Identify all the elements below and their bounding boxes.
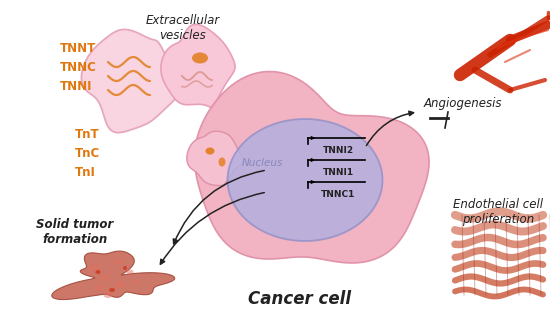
Text: Extracellular
vesicles: Extracellular vesicles — [146, 14, 220, 42]
Text: Solid tumor
formation: Solid tumor formation — [36, 218, 114, 246]
Ellipse shape — [114, 259, 122, 265]
Ellipse shape — [96, 285, 104, 291]
Polygon shape — [81, 30, 179, 133]
Ellipse shape — [96, 270, 101, 274]
Ellipse shape — [126, 269, 134, 274]
Ellipse shape — [228, 119, 382, 241]
Text: TNNI1: TNNI1 — [322, 168, 354, 177]
Polygon shape — [187, 131, 243, 186]
Ellipse shape — [132, 280, 138, 285]
Ellipse shape — [192, 52, 208, 64]
Text: Endothelial cell
proliferation: Endothelial cell proliferation — [453, 198, 543, 226]
Ellipse shape — [90, 265, 100, 272]
Ellipse shape — [101, 274, 109, 281]
Polygon shape — [195, 72, 429, 263]
Text: Cancer cell: Cancer cell — [249, 290, 351, 308]
Polygon shape — [161, 24, 235, 107]
Text: Angiogenesis: Angiogenesis — [424, 96, 503, 109]
Ellipse shape — [218, 157, 226, 167]
Text: TNNT
TNNC
TNNI: TNNT TNNC TNNI — [60, 42, 97, 93]
Text: TNNC1: TNNC1 — [321, 190, 355, 199]
Text: TNNI2: TNNI2 — [322, 146, 354, 155]
Text: TnT
TnC
TnI: TnT TnC TnI — [75, 128, 100, 179]
Ellipse shape — [206, 148, 214, 155]
Ellipse shape — [103, 292, 113, 298]
Ellipse shape — [123, 266, 127, 270]
Text: Nucleus: Nucleus — [241, 158, 283, 168]
Ellipse shape — [109, 288, 115, 292]
Polygon shape — [52, 251, 175, 300]
Ellipse shape — [114, 281, 125, 288]
